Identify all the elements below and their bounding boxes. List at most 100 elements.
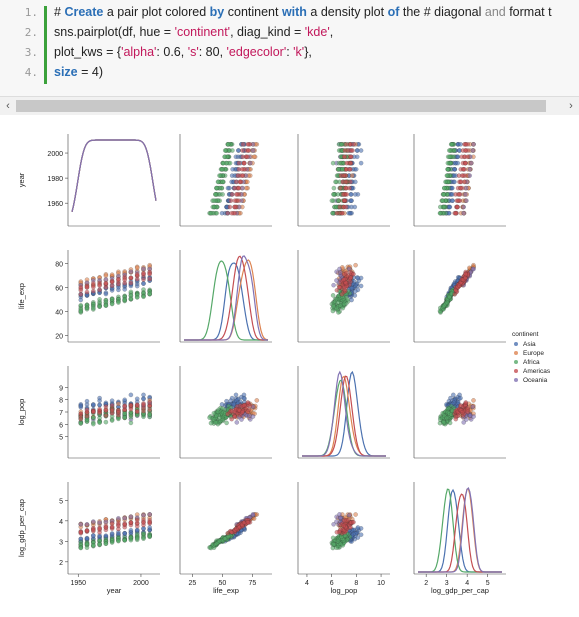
data-point bbox=[241, 160, 247, 166]
data-point bbox=[348, 154, 354, 160]
data-point bbox=[348, 192, 354, 197]
data-point bbox=[91, 402, 96, 407]
scroll-left-icon[interactable]: ‹ bbox=[6, 100, 10, 112]
data-point bbox=[116, 410, 121, 415]
legend-label: Oceania bbox=[523, 377, 548, 384]
data-point bbox=[128, 420, 134, 426]
data-point bbox=[208, 210, 214, 216]
code-line-3[interactable]: plot_kws = {'alpha': 0.6, 's': 80, 'edge… bbox=[54, 45, 312, 59]
line-number: 1. bbox=[24, 6, 38, 19]
code-token: and bbox=[484, 5, 506, 19]
data-point bbox=[103, 541, 109, 546]
data-point bbox=[228, 398, 233, 403]
data-point bbox=[348, 160, 353, 166]
data-point bbox=[458, 395, 463, 401]
data-point bbox=[147, 276, 152, 282]
data-point bbox=[358, 148, 364, 153]
line-number-gutter: 1. 2. 3. 4. bbox=[0, 0, 42, 96]
data-point bbox=[335, 538, 341, 544]
data-point bbox=[109, 524, 115, 530]
data-point bbox=[447, 148, 452, 153]
code-line-4[interactable]: size = 4) bbox=[54, 65, 103, 79]
data-point bbox=[240, 410, 245, 415]
data-point bbox=[352, 204, 358, 210]
data-point bbox=[334, 278, 339, 283]
data-point bbox=[97, 526, 102, 531]
y-tick-label: 1980 bbox=[47, 176, 63, 183]
y-tick-label: 4 bbox=[59, 519, 63, 526]
scrollbar-thumb[interactable] bbox=[16, 100, 546, 112]
data-point bbox=[109, 279, 115, 285]
data-point bbox=[341, 154, 347, 160]
data-point bbox=[232, 414, 238, 420]
data-point bbox=[128, 527, 134, 533]
code-line-1[interactable]: # Create a pair plot colored by continen… bbox=[54, 5, 552, 19]
data-point bbox=[468, 160, 474, 166]
data-point bbox=[358, 532, 364, 537]
y-axis-label: life_exp bbox=[17, 283, 26, 309]
data-point bbox=[103, 525, 109, 530]
data-point bbox=[217, 173, 222, 178]
data-point bbox=[109, 408, 115, 413]
code-token: size bbox=[54, 65, 78, 79]
data-point bbox=[349, 198, 354, 203]
kde-curve bbox=[71, 139, 157, 212]
data-point bbox=[447, 154, 452, 160]
data-point bbox=[338, 185, 343, 191]
data-point bbox=[471, 142, 476, 147]
data-point bbox=[122, 537, 127, 543]
data-point bbox=[84, 414, 90, 419]
data-point bbox=[103, 277, 109, 282]
code-token: a density plot bbox=[306, 5, 388, 19]
horizontal-scrollbar[interactable]: ‹ › bbox=[0, 96, 579, 115]
data-point bbox=[147, 412, 152, 417]
data-point bbox=[463, 271, 469, 277]
data-point bbox=[97, 304, 102, 309]
data-point bbox=[134, 536, 140, 541]
data-point bbox=[116, 516, 121, 521]
data-point bbox=[347, 167, 352, 172]
data-point bbox=[109, 398, 115, 403]
legend-marker bbox=[514, 369, 518, 373]
data-point bbox=[333, 179, 338, 185]
data-point bbox=[232, 204, 238, 210]
data-point bbox=[78, 308, 84, 314]
x-axis-label: year bbox=[107, 586, 122, 595]
data-point bbox=[245, 179, 250, 185]
data-point bbox=[91, 280, 96, 286]
data-point bbox=[225, 142, 231, 147]
data-point bbox=[141, 271, 146, 276]
data-point bbox=[455, 160, 461, 166]
data-point bbox=[471, 266, 476, 272]
data-point bbox=[348, 275, 353, 281]
data-point bbox=[464, 198, 469, 203]
code-line-2[interactable]: sns.pairplot(df, hue = 'continent', diag… bbox=[54, 25, 333, 39]
code-token: 'edgecolor' bbox=[226, 45, 287, 59]
data-point bbox=[341, 523, 346, 529]
data-point bbox=[337, 204, 342, 210]
legend-marker bbox=[514, 360, 518, 364]
data-point bbox=[336, 167, 341, 172]
data-point bbox=[116, 523, 121, 529]
data-point bbox=[329, 198, 335, 203]
data-point bbox=[245, 519, 251, 525]
legend-marker bbox=[514, 342, 518, 346]
data-point bbox=[141, 392, 146, 398]
data-point bbox=[353, 192, 358, 197]
data-point bbox=[339, 142, 344, 147]
data-point bbox=[355, 275, 361, 281]
kde-curve bbox=[71, 139, 157, 212]
y-tick-label: 20 bbox=[55, 334, 63, 341]
data-point bbox=[91, 543, 96, 548]
scroll-right-icon[interactable]: › bbox=[569, 100, 573, 112]
data-point bbox=[211, 198, 217, 203]
data-point bbox=[147, 407, 152, 413]
data-point bbox=[134, 409, 140, 415]
data-point bbox=[461, 210, 466, 216]
data-point bbox=[97, 402, 102, 408]
data-point bbox=[91, 284, 96, 290]
data-point bbox=[141, 277, 146, 282]
data-point bbox=[128, 275, 134, 281]
code-cell[interactable]: 1. 2. 3. 4. # Create a pair plot colored… bbox=[0, 0, 579, 96]
data-point bbox=[128, 296, 134, 301]
